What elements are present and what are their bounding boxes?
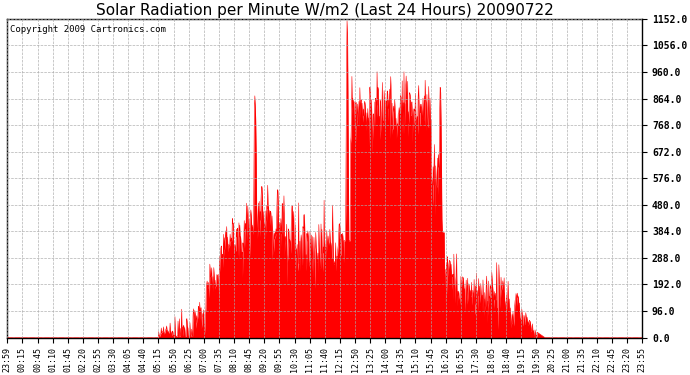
Title: Solar Radiation per Minute W/m2 (Last 24 Hours) 20090722: Solar Radiation per Minute W/m2 (Last 24… xyxy=(96,3,553,18)
Text: Copyright 2009 Cartronics.com: Copyright 2009 Cartronics.com xyxy=(10,26,166,34)
